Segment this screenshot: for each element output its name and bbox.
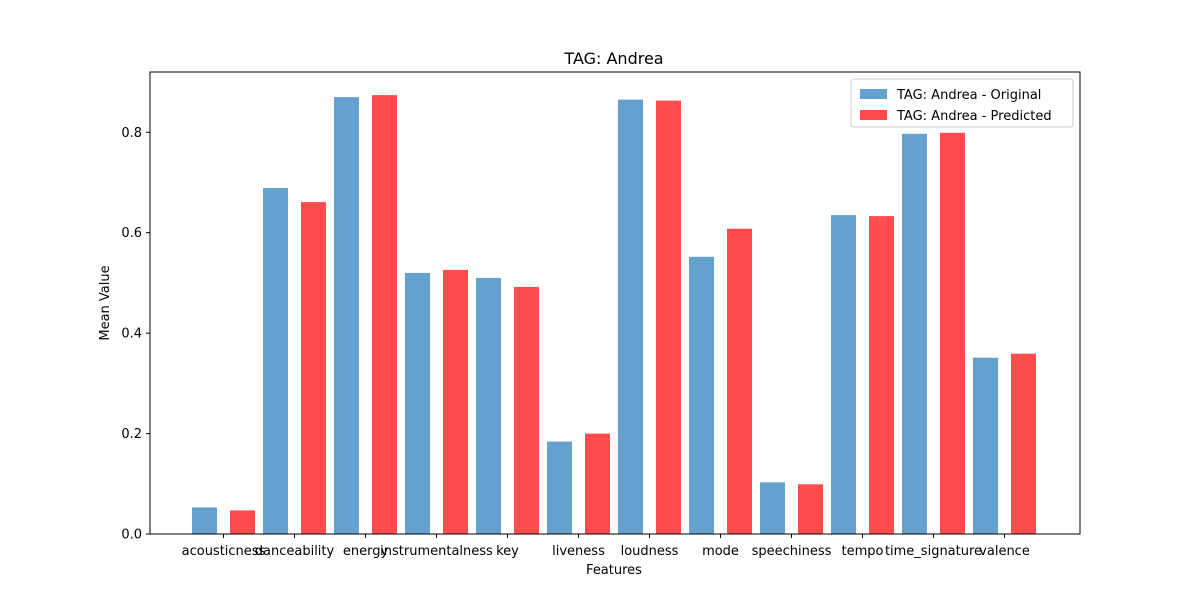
x-tick-label: loudness [621,544,679,559]
bar-predicted-danceability [301,202,326,534]
bar-predicted-liveness [585,433,610,534]
bar-predicted-loudness [656,100,681,534]
x-axis-label: Features [586,563,642,578]
legend-label-original: TAG: Andrea - Original [896,88,1041,103]
bar-original-acousticness [192,507,217,534]
x-tick-label: liveness [552,544,605,559]
bar-original-loudness [618,99,643,534]
x-tick-label: time_signature [885,544,982,559]
bar-original-instrumentalness [405,272,430,534]
bar-original-danceability [263,188,288,534]
x-tick-label: valence [979,544,1030,559]
x-tick-label: speechiness [752,544,832,559]
legend: TAG: Andrea - Original TAG: Andrea - Pred… [850,78,1074,128]
legend-label-predicted: TAG: Andrea - Predicted [896,109,1052,124]
x-tick-label: danceability [255,544,335,559]
x-tick-label: key [496,544,519,559]
bar-predicted-key [514,286,539,534]
legend-swatch-predicted [860,110,887,120]
bar-predicted-tempo [869,216,894,534]
bar-predicted-mode [727,228,752,534]
bars-group [192,95,1036,535]
x-tick-label: acousticness [182,544,266,559]
bar-original-energy [334,97,359,534]
x-tick-label: tempo [842,544,884,559]
y-axis-label: Mean Value [98,265,113,340]
y-axis: 0.0 0.2 0.4 0.6 0.8 [121,126,150,543]
y-tick-label: 0.0 [121,528,142,543]
bar-predicted-acousticness [230,510,255,534]
x-tick-label: instrumentalness [380,544,493,559]
y-tick-label: 0.6 [121,226,142,241]
bar-original-liveness [547,441,572,534]
plot-frame [149,71,1081,535]
bar-original-valence [973,357,998,534]
legend-swatch-original [860,89,887,99]
y-tick-label: 0.2 [121,427,142,442]
bar-original-mode [689,256,714,534]
y-tick-label: 0.8 [121,126,142,141]
chart-title: TAG: Andrea [563,49,663,68]
bar-predicted-energy [372,95,397,534]
bar-original-key [476,277,501,534]
y-tick-label: 0.4 [121,327,142,342]
x-tick-label: energy [343,544,389,559]
bar-original-speechiness [760,482,785,534]
bar-original-time_signature [902,133,927,535]
bar-predicted-time_signature [940,132,965,535]
bar-predicted-instrumentalness [443,269,468,534]
bar-predicted-valence [1011,353,1036,534]
x-tick-label: mode [702,544,739,559]
bar-predicted-speechiness [798,484,823,534]
legend-box [850,78,1074,128]
bar-original-tempo [831,215,856,534]
